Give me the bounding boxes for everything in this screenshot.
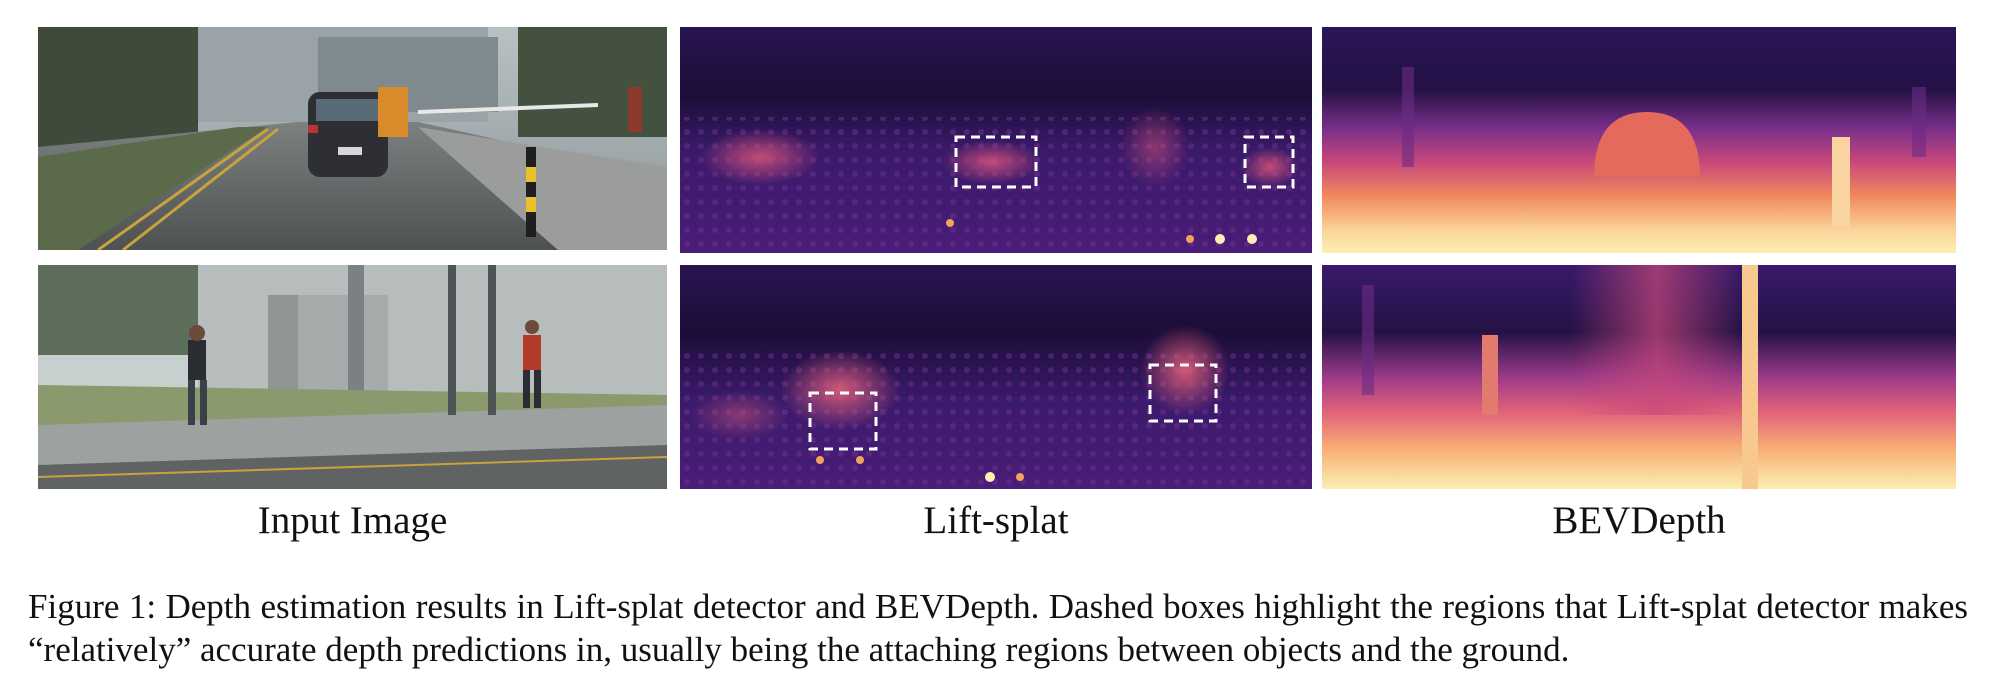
dashed-box	[1243, 135, 1295, 189]
dashed-box	[1148, 363, 1218, 423]
liftsplat-heatmap-row2	[680, 265, 1312, 489]
bevdepth-map-row2	[1322, 265, 1956, 489]
bevdepth-map-row1	[1322, 27, 1956, 253]
dashed-box	[808, 391, 878, 451]
figure-caption: Figure 1: Depth estimation results in Li…	[28, 587, 1968, 669]
dashed-box	[954, 135, 1038, 189]
liftsplat-heatmap-row1	[680, 27, 1312, 253]
label-lift-splat: Lift-splat	[923, 499, 1069, 542]
input-image-row1	[38, 27, 667, 250]
input-image-row2	[38, 265, 667, 489]
label-input-image: Input Image	[257, 499, 448, 542]
label-bevdepth: BEVDepth	[1552, 499, 1726, 542]
